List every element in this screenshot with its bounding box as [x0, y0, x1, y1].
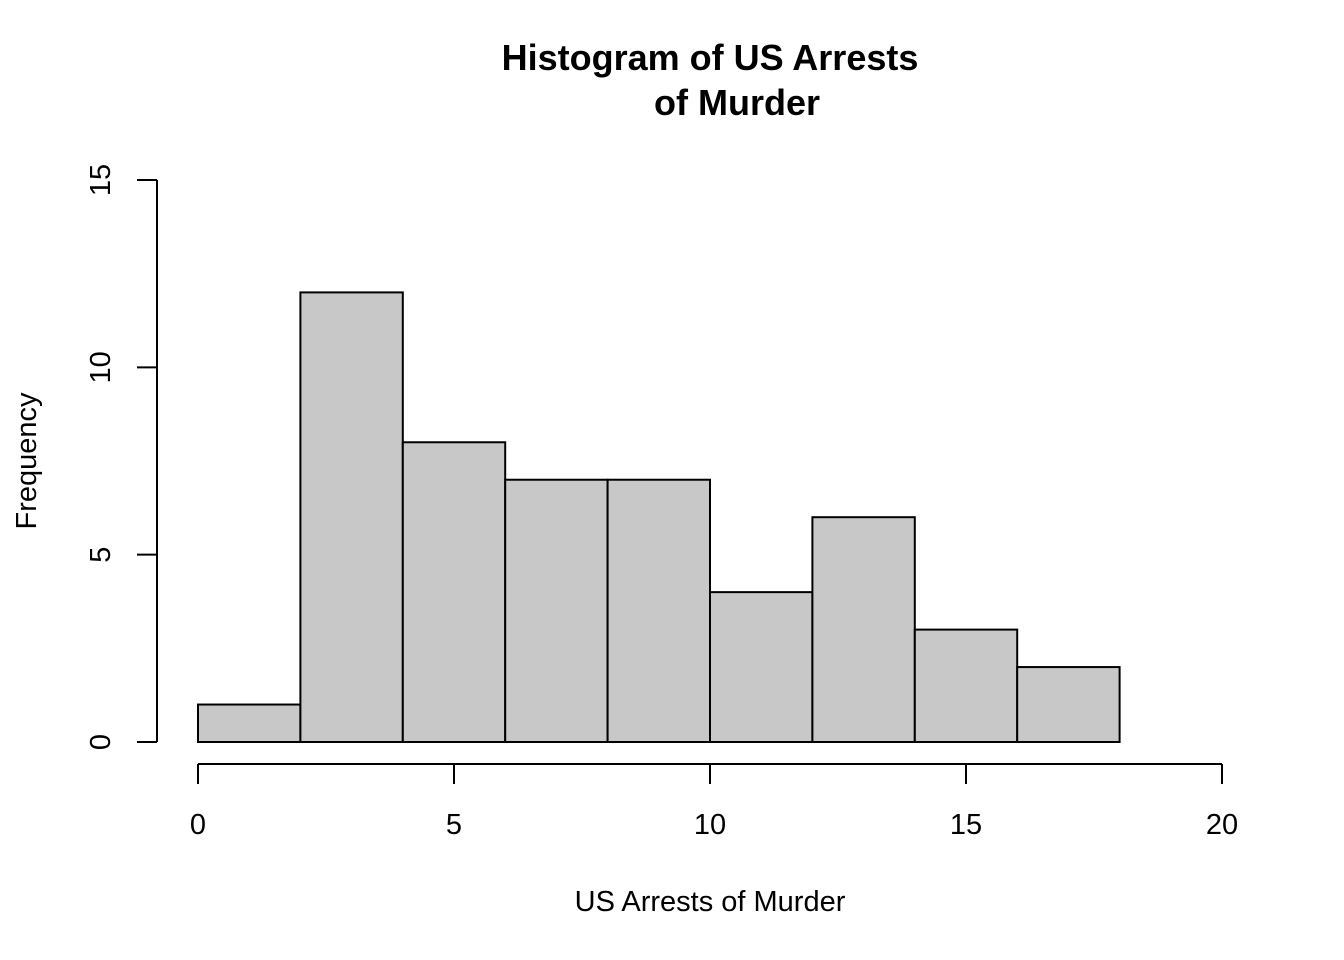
x-tick-label: 10 [694, 809, 726, 841]
histogram-bar [401, 441, 507, 743]
y-tick-label: 0 [85, 734, 117, 750]
histogram-bar [709, 591, 814, 744]
x-axis: 0 5 10 15 20 [190, 763, 1238, 841]
histogram-bar [197, 703, 302, 743]
x-axis-label: US Arrests of Murder [575, 886, 846, 918]
histogram-bar [913, 628, 1019, 743]
y-axis-label: Frequency [11, 392, 43, 530]
histogram-bar [606, 478, 711, 743]
chart-title-line-2: of Murder [654, 82, 820, 123]
y-tick-label: 10 [85, 351, 117, 383]
bars-group [197, 291, 1121, 744]
x-tick-label: 20 [1206, 809, 1238, 841]
y-tick-label: 15 [85, 164, 117, 196]
histogram-bar [299, 291, 404, 743]
histogram-bar [811, 516, 916, 744]
y-tick-label: 5 [85, 547, 117, 563]
y-axis: 0 5 10 15 [85, 164, 158, 750]
x-tick-label: 0 [190, 809, 206, 841]
histogram-bar [504, 478, 609, 743]
chart-title-line-1: Histogram of US Arrests [502, 37, 919, 78]
x-tick-label: 5 [446, 809, 462, 841]
histogram-bar [1016, 666, 1121, 743]
x-tick-label: 15 [950, 809, 982, 841]
